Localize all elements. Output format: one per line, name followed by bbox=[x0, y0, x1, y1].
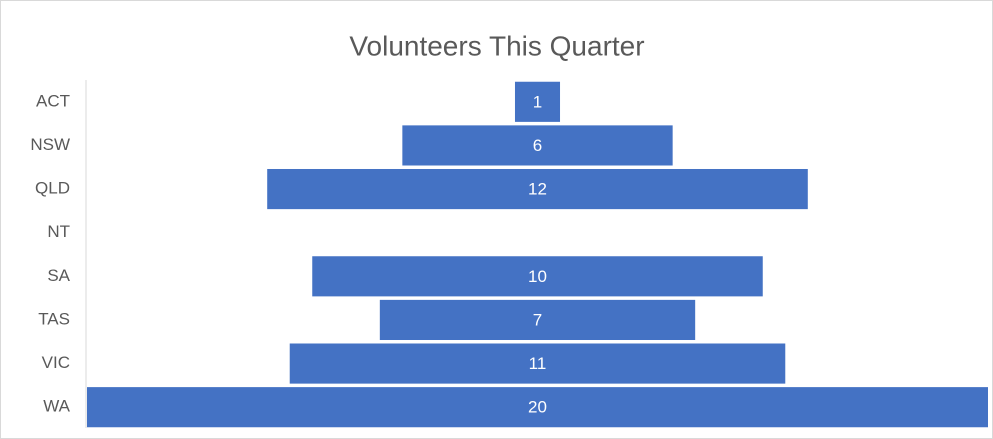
bar bbox=[379, 299, 696, 341]
bar bbox=[267, 168, 808, 210]
bar bbox=[514, 81, 561, 122]
category-label: TAS bbox=[38, 309, 70, 328]
bar bbox=[289, 343, 786, 384]
data-label: 10 bbox=[528, 267, 547, 286]
category-label: QLD bbox=[35, 179, 70, 198]
bar bbox=[402, 125, 673, 166]
category-label: NSW bbox=[30, 135, 70, 154]
category-label: SA bbox=[47, 266, 70, 285]
data-label: 6 bbox=[533, 136, 542, 155]
bar bbox=[87, 387, 988, 428]
data-label: 7 bbox=[533, 310, 542, 329]
bar bbox=[312, 256, 763, 297]
data-label: 11 bbox=[529, 354, 547, 373]
category-label: NT bbox=[47, 222, 70, 241]
category-label: VIC bbox=[42, 353, 70, 372]
data-label: 1 bbox=[533, 92, 542, 111]
category-label: WA bbox=[43, 397, 70, 416]
data-label: 20 bbox=[528, 398, 547, 417]
category-label: ACT bbox=[36, 91, 70, 110]
data-label: 12 bbox=[528, 180, 547, 199]
chart-title: Volunteers This Quarter bbox=[349, 30, 644, 61]
